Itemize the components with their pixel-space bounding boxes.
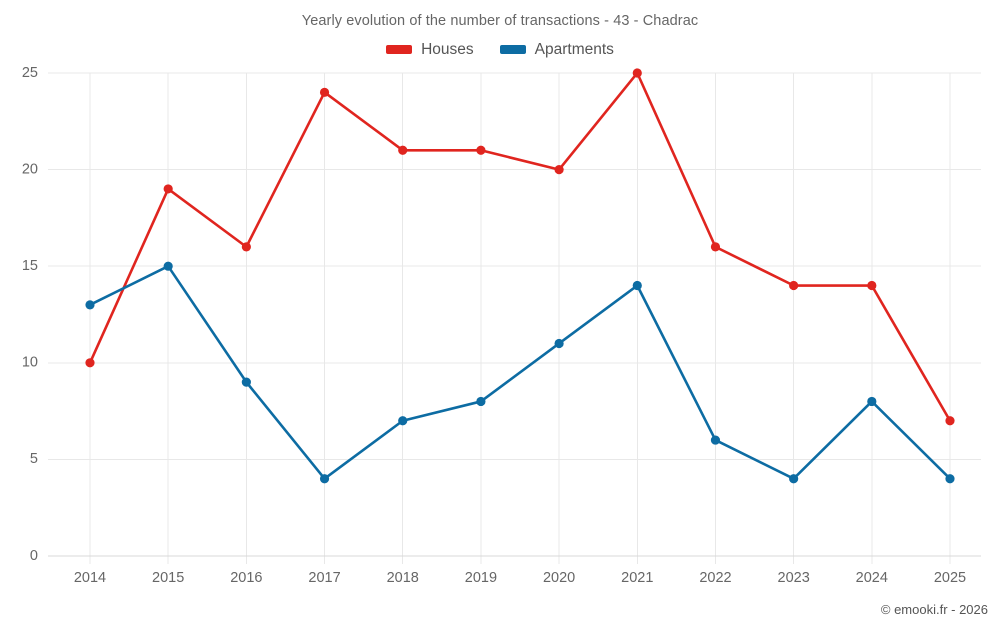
x-axis-tick-labels: 2014 2015 2016 2017 2018 2019 2020 2021 2022 2023… (74, 570, 966, 586)
data-point[interactable] (241, 377, 251, 387)
data-point[interactable] (867, 280, 877, 291)
legend-label-houses: Houses (421, 41, 474, 58)
data-point[interactable] (476, 396, 486, 407)
data-point[interactable] (241, 242, 251, 252)
data-point[interactable] (319, 474, 330, 484)
x-axis-tick-label: 2017 (308, 570, 340, 586)
data-point[interactable] (163, 184, 173, 194)
data-point[interactable] (85, 358, 95, 368)
x-axis-tick-label: 2025 (934, 570, 966, 586)
x-axis-tick-label: 2022 (699, 570, 731, 586)
data-point[interactable] (476, 145, 486, 155)
data-point[interactable] (945, 416, 955, 426)
data-point[interactable] (398, 416, 408, 426)
data-point[interactable] (632, 280, 642, 291)
data-point[interactable] (319, 87, 330, 97)
series-line (88, 264, 952, 481)
data-point[interactable] (554, 165, 564, 175)
y-axis-tick-label: 25 (22, 65, 38, 81)
x-axis-tick-label: 2018 (387, 570, 419, 586)
data-point[interactable] (710, 242, 721, 252)
data-point[interactable] (554, 338, 564, 349)
y-axis-tick-label: 15 (22, 258, 38, 274)
legend-swatch-apartments (499, 45, 526, 55)
data-point[interactable] (163, 261, 173, 271)
data-point[interactable] (789, 280, 799, 291)
grid-layer (48, 72, 981, 564)
x-axis-tick-label: 2019 (465, 570, 497, 586)
y-axis-tick-label: 10 (22, 355, 38, 371)
legend-label-apartments: Apartments (534, 41, 614, 58)
x-axis-tick-label: 2016 (230, 570, 262, 586)
series-layer (85, 68, 955, 484)
data-point[interactable] (632, 68, 642, 78)
y-axis-tick-label: 5 (30, 451, 38, 467)
data-point[interactable] (945, 474, 955, 484)
legend-item-houses[interactable]: Houses (386, 42, 474, 58)
chart-legend: Houses Apartments (0, 42, 1000, 58)
copyright-credit: © emooki.fr - 2026 (880, 602, 988, 617)
x-axis-tick-label: 2023 (778, 570, 810, 586)
legend-swatch-houses (386, 45, 413, 55)
data-point[interactable] (398, 145, 408, 155)
series-houses (85, 68, 955, 426)
chart-title: Yearly evolution of the number of transa… (301, 13, 699, 29)
legend-item-apartments[interactable]: Apartments (499, 41, 614, 58)
data-point[interactable] (789, 474, 799, 484)
data-point[interactable] (710, 435, 721, 445)
x-axis-tick-label: 2024 (856, 570, 888, 586)
series-line (88, 71, 952, 423)
y-axis-tick-labels: 0 5 10 15 20 25 (22, 65, 38, 564)
data-point[interactable] (867, 396, 877, 407)
y-axis-tick-label: 0 (30, 548, 38, 564)
x-axis-tick-label: 2015 (152, 570, 184, 586)
x-axis-tick-label: 2020 (543, 570, 575, 586)
x-axis-tick-label: 2021 (621, 570, 653, 586)
series-apartments (85, 261, 955, 484)
x-axis-tick-label: 2014 (74, 570, 106, 586)
data-point[interactable] (85, 300, 95, 310)
y-axis-tick-label: 20 (22, 161, 38, 177)
